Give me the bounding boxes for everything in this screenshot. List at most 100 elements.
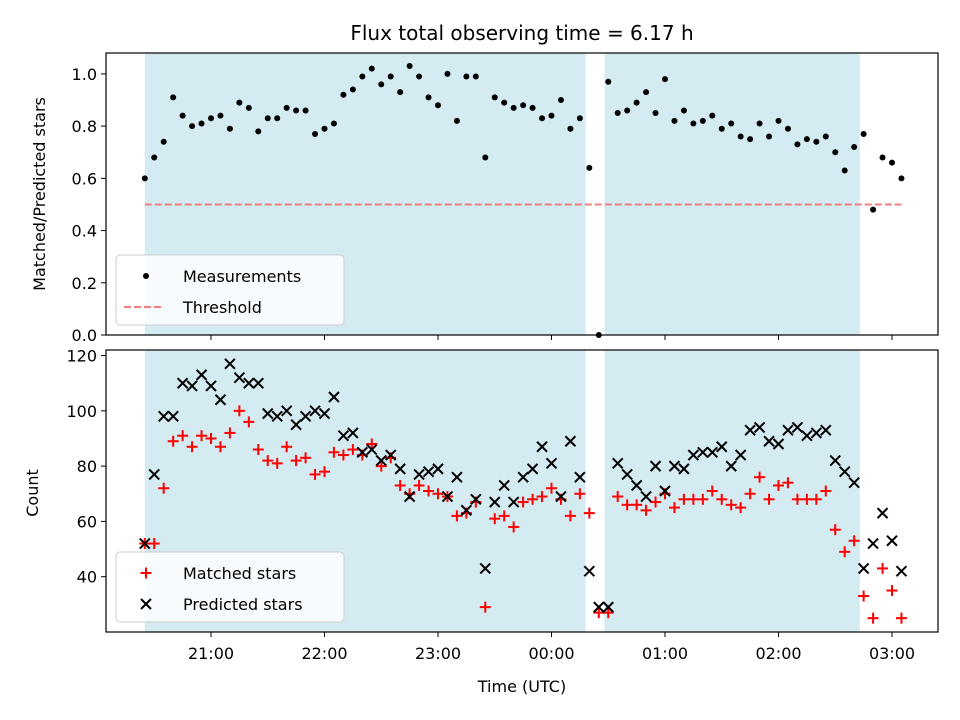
matched-star-point: [773, 479, 784, 491]
matched-star-point: [621, 499, 633, 511]
predicted-star-point: [413, 468, 425, 481]
matched-star-point: [375, 460, 387, 472]
measurement-point: [860, 130, 867, 137]
matched-star-point: [413, 479, 425, 491]
measurement-point: [539, 115, 546, 122]
measurement-point: [784, 125, 791, 132]
matched-star-point: [517, 496, 529, 508]
predicted-star-point: [176, 377, 189, 389]
matched-star-point: [725, 499, 737, 511]
predicted-star-point: [706, 446, 718, 459]
matched-star-point: [848, 535, 860, 547]
measurement-point: [501, 99, 508, 106]
top-legend: Measurements Threshold: [115, 254, 345, 326]
top-panel-marks: [141, 63, 905, 338]
measurement-point: [548, 112, 555, 119]
matched-star-point: [167, 435, 179, 447]
bottom-axes-frame: [105, 349, 939, 633]
predicted-star-point: [867, 537, 879, 550]
measurement-point: [662, 76, 668, 83]
measurement-point: [756, 120, 763, 127]
predicted-star-point: [517, 471, 529, 483]
measurement-point: [255, 128, 262, 135]
predicted-star-point: [214, 394, 227, 406]
predicted-star-point: [659, 485, 671, 497]
measurement-point: [274, 115, 281, 122]
predicted-star-point: [876, 507, 889, 519]
bottom-y-tick-label: 60: [77, 512, 97, 531]
measurement-point: [775, 117, 782, 124]
predicted-star-point: [687, 449, 700, 461]
predicted-star-point: [432, 463, 444, 475]
predicted-star-point: [678, 463, 690, 475]
x-tick-label: 21:00: [188, 644, 234, 663]
predicted-star-point: [479, 562, 491, 575]
top-y-tick-label: 0.6: [72, 169, 97, 188]
measurement-point: [416, 73, 423, 80]
measurement-point: [643, 89, 650, 96]
predicted-star-point: [233, 371, 246, 384]
measurement-point: [690, 120, 697, 127]
predicted-star-point: [734, 449, 747, 461]
predicted-star-point: [772, 438, 785, 450]
predicted-star-point: [470, 493, 482, 506]
matched-star-point: [668, 502, 680, 514]
predicted-star-point: [583, 565, 596, 577]
predicted-star-point: [507, 496, 520, 508]
bottom-legend: Matched stars Predicted stars: [115, 551, 345, 623]
matched-star-point: [498, 510, 510, 522]
matched-star-point: [177, 430, 189, 442]
predicted-star-point: [158, 410, 170, 423]
matched-star-point: [820, 485, 832, 497]
predicted-star-point: [630, 479, 643, 492]
top-y-tick-label: 0.0: [72, 326, 97, 345]
matched-star-point: [886, 585, 898, 597]
matched-star-point: [697, 493, 709, 505]
predicted-star-point: [309, 405, 321, 417]
predicted-star-point: [857, 562, 870, 575]
predicted-star-point: [224, 358, 236, 370]
bottom-legend-box: [115, 551, 345, 623]
predicted-star-point: [252, 377, 264, 389]
matched-star-point: [328, 446, 340, 458]
x-tick-label: 00:00: [528, 644, 574, 663]
matched-star-point: [205, 432, 217, 444]
predicted-star-point: [697, 446, 709, 459]
measurement-point: [567, 125, 574, 132]
measurement-point: [803, 136, 810, 143]
top-y-tick-label: 1.0: [72, 65, 97, 84]
matched-star-point: [508, 521, 520, 533]
matched-star-point: [782, 477, 794, 489]
matched-star-point: [300, 452, 312, 464]
matched-star-point: [489, 513, 501, 525]
predicted-star-point: [280, 405, 293, 417]
measurement-point: [368, 65, 375, 72]
matched-star-point: [214, 441, 226, 453]
matched-star-point: [858, 590, 870, 602]
predicted-star-point: [375, 454, 387, 467]
bottom-panel-marks: [139, 358, 908, 624]
predicted-star-point: [612, 457, 624, 470]
predicted-star-point: [763, 435, 775, 447]
measurement-point: [179, 112, 186, 119]
top-legend-dot-swatch: [143, 273, 149, 279]
predicted-star-point: [290, 418, 302, 431]
matched-star-point: [687, 493, 699, 505]
measurement-point: [822, 133, 829, 140]
measurement-point: [340, 91, 347, 98]
predicted-star-point: [555, 490, 567, 503]
matched-star-point: [895, 612, 907, 624]
measurement-point: [160, 138, 167, 145]
x-axis-label: Time (UTC): [477, 677, 566, 696]
matched-star-point: [536, 491, 548, 503]
measurement-point: [889, 159, 895, 166]
bottom-y-tick-label: 40: [77, 568, 97, 587]
predicted-star-point: [243, 377, 255, 389]
measurement-point: [794, 141, 801, 148]
x-tick-label: 23:00: [415, 644, 461, 663]
measurement-point: [728, 120, 735, 127]
matched-star-point: [423, 485, 435, 497]
matched-star-point: [801, 493, 813, 505]
measurement-point: [283, 104, 290, 111]
matched-star-point: [243, 416, 255, 428]
